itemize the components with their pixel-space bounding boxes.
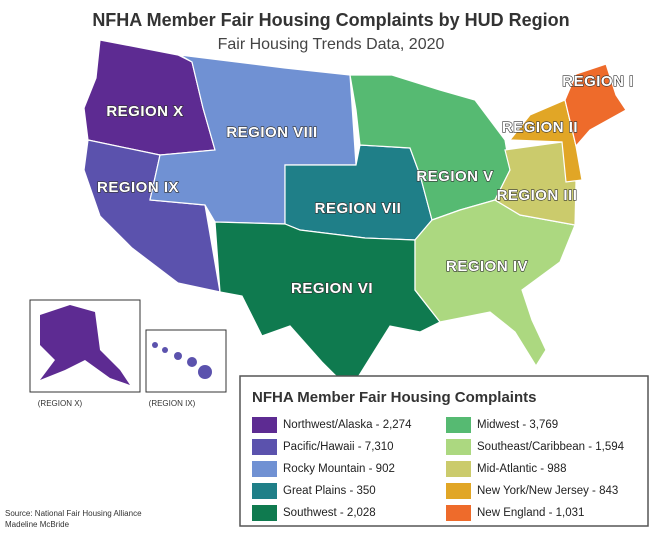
legend-swatch [446, 505, 471, 521]
legend-swatch [446, 417, 471, 433]
legend-title: NFHA Member Fair Housing Complaints [252, 389, 536, 406]
legend-swatch [252, 417, 277, 433]
hawaii-island [198, 365, 212, 379]
region-label: REGION III [497, 187, 578, 204]
region-label: REGION VII [315, 200, 402, 217]
legend-label: Pacific/Hawaii - 7,310 [283, 441, 394, 453]
hawaii-box [145, 329, 227, 393]
legend-swatch [446, 483, 471, 499]
region-shape [508, 99, 583, 183]
inset-label: (REGION IX) [149, 399, 196, 408]
legend-box [239, 375, 649, 527]
region-shape [214, 221, 441, 391]
region-label: REGION IV [446, 258, 528, 275]
legend-label: Midwest - 3,769 [477, 419, 558, 431]
legend-label: Northwest/Alaska - 2,274 [283, 419, 412, 431]
legend-label: New York/New Jersey - 843 [477, 485, 618, 497]
legend-label: Southeast/Caribbean - 1,594 [477, 441, 625, 453]
region-shape [564, 63, 627, 148]
region-label: REGION VIII [226, 124, 317, 141]
legend-swatch [252, 439, 277, 455]
region-label: REGION X [106, 103, 183, 120]
hawaii-island [174, 352, 182, 360]
legend-label: Rocky Mountain - 902 [283, 463, 395, 475]
region-label: REGION II [502, 119, 578, 136]
legend-swatch [252, 505, 277, 521]
author: Madeline McBride [5, 520, 70, 529]
legend-swatch [446, 439, 471, 455]
region-shape [414, 199, 576, 368]
alaska [40, 305, 130, 385]
region-label: REGION V [416, 168, 493, 185]
region-shape [149, 54, 357, 225]
legend-swatch [446, 461, 471, 477]
legend-swatch [252, 483, 277, 499]
region-label: REGION IX [97, 179, 179, 196]
legend-swatch [252, 461, 277, 477]
subtitle: Fair Housing Trends Data, 2020 [218, 36, 445, 53]
source: Source: National Fair Housing Alliance [5, 509, 142, 518]
hawaii-island [162, 347, 168, 353]
legend-label: Great Plains - 350 [283, 485, 376, 497]
hawaii-island [152, 342, 158, 348]
hawaii-island [187, 357, 197, 367]
title: NFHA Member Fair Housing Complaints by H… [92, 10, 569, 30]
legend-label: New England - 1,031 [477, 507, 584, 519]
region-label: REGION I [562, 73, 634, 90]
region-label: REGION VI [291, 280, 373, 297]
legend-label: Mid-Atlantic - 988 [477, 463, 566, 475]
legend-label: Southwest - 2,028 [283, 507, 376, 519]
inset-label: (REGION X) [38, 399, 83, 408]
